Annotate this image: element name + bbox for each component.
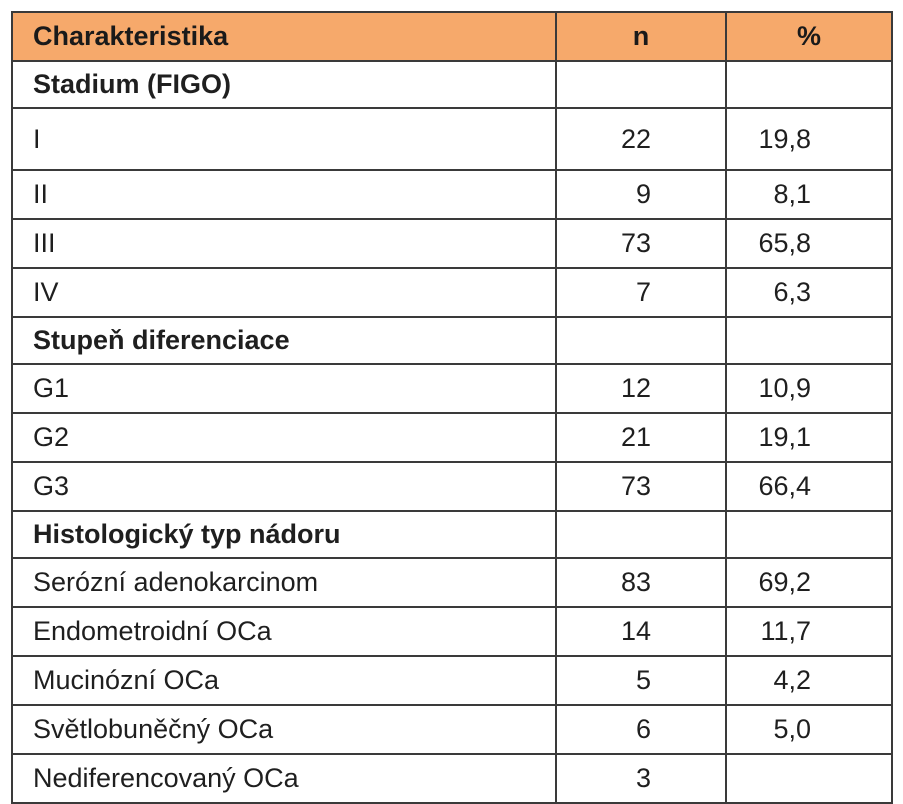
row-n: 9 xyxy=(555,169,727,220)
row-n: 6 xyxy=(555,704,727,755)
table-row: Světlobuněčný OCa 6 5,0 xyxy=(11,704,893,755)
section-empty-cell xyxy=(555,60,727,109)
row-percent: 69,2 xyxy=(725,557,893,608)
row-percent: 8,1 xyxy=(725,169,893,220)
table-row: G1 12 10,9 xyxy=(11,363,893,414)
section-title: Stadium (FIGO) xyxy=(11,60,557,109)
row-label: I xyxy=(11,107,557,171)
row-label: Světlobuněčný OCa xyxy=(11,704,557,755)
row-percent: 19,8 xyxy=(725,107,893,171)
row-n: 83 xyxy=(555,557,727,608)
header-characteristic: Charakteristika xyxy=(11,11,557,62)
row-n: 73 xyxy=(555,218,727,269)
table-row: IV 7 6,3 xyxy=(11,267,893,318)
section-empty-cell xyxy=(555,510,727,559)
table-row: Serózní adenokarcinom 83 69,2 xyxy=(11,557,893,608)
row-n: 7 xyxy=(555,267,727,318)
row-label: Nediferencovaný OCa xyxy=(11,753,557,804)
row-percent: 10,9 xyxy=(725,363,893,414)
section-row-stadium: Stadium (FIGO) xyxy=(11,60,893,109)
row-percent: 4,2 xyxy=(725,655,893,706)
table-row: G2 21 19,1 xyxy=(11,412,893,463)
section-row-grade: Stupeň diferenciace xyxy=(11,316,893,365)
row-percent: 65,8 xyxy=(725,218,893,269)
row-n: 21 xyxy=(555,412,727,463)
table-row: III 73 65,8 xyxy=(11,218,893,269)
table-row: Endometroidní OCa 14 11,7 xyxy=(11,606,893,657)
row-percent: 11,7 xyxy=(725,606,893,657)
table-row: G3 73 66,4 xyxy=(11,461,893,512)
row-label: G1 xyxy=(11,363,557,414)
header-percent: % xyxy=(725,11,893,62)
section-row-histology: Histologický typ nádoru xyxy=(11,510,893,559)
row-n: 73 xyxy=(555,461,727,512)
row-percent: 66,4 xyxy=(725,461,893,512)
row-label: G3 xyxy=(11,461,557,512)
table-row: I 22 19,8 xyxy=(11,107,893,171)
row-n: 5 xyxy=(555,655,727,706)
characteristics-table-container: Charakteristika n % Stadium (FIGO) I 22 … xyxy=(11,11,893,804)
section-empty-cell xyxy=(725,510,893,559)
row-percent: 6,3 xyxy=(725,267,893,318)
row-label: Serózní adenokarcinom xyxy=(11,557,557,608)
row-n: 14 xyxy=(555,606,727,657)
row-n: 22 xyxy=(555,107,727,171)
table-header-row: Charakteristika n % xyxy=(11,11,893,62)
row-label: III xyxy=(11,218,557,269)
header-n: n xyxy=(555,11,727,62)
row-percent: 5,0 xyxy=(725,704,893,755)
row-label: IV xyxy=(11,267,557,318)
characteristics-table: Charakteristika n % Stadium (FIGO) I 22 … xyxy=(11,11,893,804)
row-n: 12 xyxy=(555,363,727,414)
section-empty-cell xyxy=(555,316,727,365)
row-percent: 19,1 xyxy=(725,412,893,463)
section-empty-cell xyxy=(725,316,893,365)
table-row: Mucinózní OCa 5 4,2 xyxy=(11,655,893,706)
row-label: Endometroidní OCa xyxy=(11,606,557,657)
table-row: II 9 8,1 xyxy=(11,169,893,220)
section-empty-cell xyxy=(725,60,893,109)
row-label: II xyxy=(11,169,557,220)
table-row: Nediferencovaný OCa 3 xyxy=(11,753,893,804)
section-title: Stupeň diferenciace xyxy=(11,316,557,365)
section-title: Histologický typ nádoru xyxy=(11,510,557,559)
row-label: Mucinózní OCa xyxy=(11,655,557,706)
row-n: 3 xyxy=(555,753,727,804)
row-percent xyxy=(725,753,893,804)
row-label: G2 xyxy=(11,412,557,463)
